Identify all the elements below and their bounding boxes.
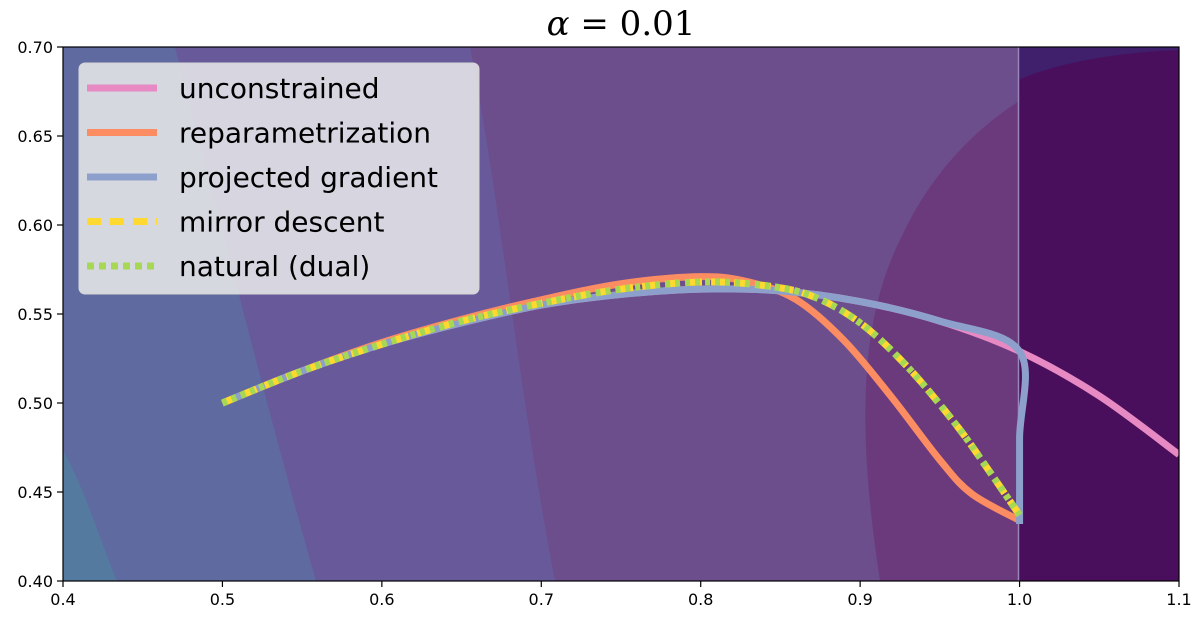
x-tick-label: 0.6 <box>369 590 394 609</box>
y-tick-label: 0.40 <box>17 572 53 591</box>
chart-title: α = 0.01 <box>547 4 696 44</box>
y-tick-label: 0.45 <box>17 483 53 502</box>
y-tick-label: 0.70 <box>17 38 53 57</box>
y-tick-label: 0.65 <box>17 127 53 146</box>
legend-label: projected gradient <box>179 161 438 194</box>
x-tick-label: 0.9 <box>847 590 872 609</box>
legend-label: unconstrained <box>179 72 380 105</box>
infeasible-top-band <box>1018 47 1179 80</box>
x-tick-label: 0.4 <box>50 590 75 609</box>
infeasible-region <box>1018 47 1179 581</box>
legend-label: reparametrization <box>179 117 431 150</box>
x-tick-label: 1.1 <box>1166 590 1191 609</box>
y-tick-label: 0.55 <box>17 305 53 324</box>
legend-label: natural (dual) <box>179 250 370 283</box>
legend-label: mirror descent <box>179 206 384 239</box>
x-tick-label: 0.5 <box>210 590 235 609</box>
y-tick-label: 0.60 <box>17 216 53 235</box>
chart-title-symbol: α <box>547 4 570 44</box>
contour-band-4 <box>63 450 117 581</box>
legend: unconstrained reparametrization projected … <box>78 62 480 295</box>
legend-box <box>78 62 480 295</box>
y-tick-label: 0.50 <box>17 394 53 413</box>
x-tick-label: 0.8 <box>688 590 713 609</box>
series-layer <box>221 273 1179 525</box>
chart-title-value: = 0.01 <box>570 4 696 44</box>
x-tick-label: 0.7 <box>529 590 554 609</box>
x-tick-label: 1.0 <box>1007 590 1032 609</box>
x-axis: 0.4 0.5 0.6 0.7 0.8 0.9 1.0 1.1 <box>50 581 1192 609</box>
y-axis: 0.40 0.45 0.50 0.55 0.60 0.65 0.70 <box>17 38 63 591</box>
series-line-mirror-descent <box>221 278 1023 518</box>
